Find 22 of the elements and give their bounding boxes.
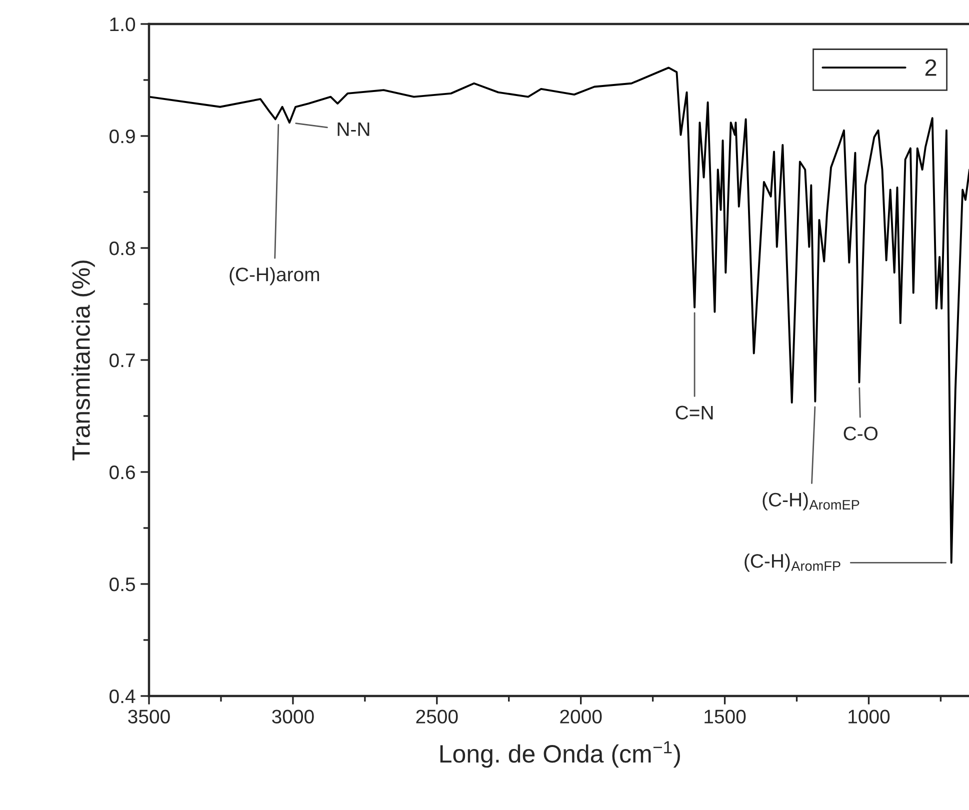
x-tick-label: 1500 (704, 710, 746, 724)
x-tick-label: 3000 (272, 710, 314, 724)
y-tick-label: 0.6 (110, 465, 135, 480)
y-tick-label: 0.8 (110, 241, 135, 256)
legend-label: 2 (925, 59, 936, 76)
x-tick-label: 2000 (560, 710, 602, 724)
annotation: N-N (338, 122, 370, 136)
x-tick-label: 1000 (848, 710, 890, 724)
y-tick-label: 0.9 (110, 129, 135, 144)
annotation: (C-H)$_{AromFP}$ (744, 554, 840, 572)
y-tick-label: 1.0 (110, 17, 136, 32)
x-tick-label: 3500 (128, 710, 170, 724)
y-tick-label: 0.5 (110, 577, 135, 592)
y-axis-title: Transmitancia (%) (72, 260, 95, 460)
annotation: (C-H)arom (230, 267, 320, 286)
y-tick-label: 0.4 (110, 689, 136, 704)
annotation: (C-H)$_{AromEP}$ (762, 492, 860, 510)
annotation: C-O (844, 426, 878, 440)
y-tick-label: 0.7 (110, 353, 135, 368)
x-tick-label: 2500 (416, 710, 458, 724)
annotation: C=N (676, 406, 713, 420)
x-axis-title: Long. de Onda (cm$^{−1}$) (440, 741, 680, 768)
